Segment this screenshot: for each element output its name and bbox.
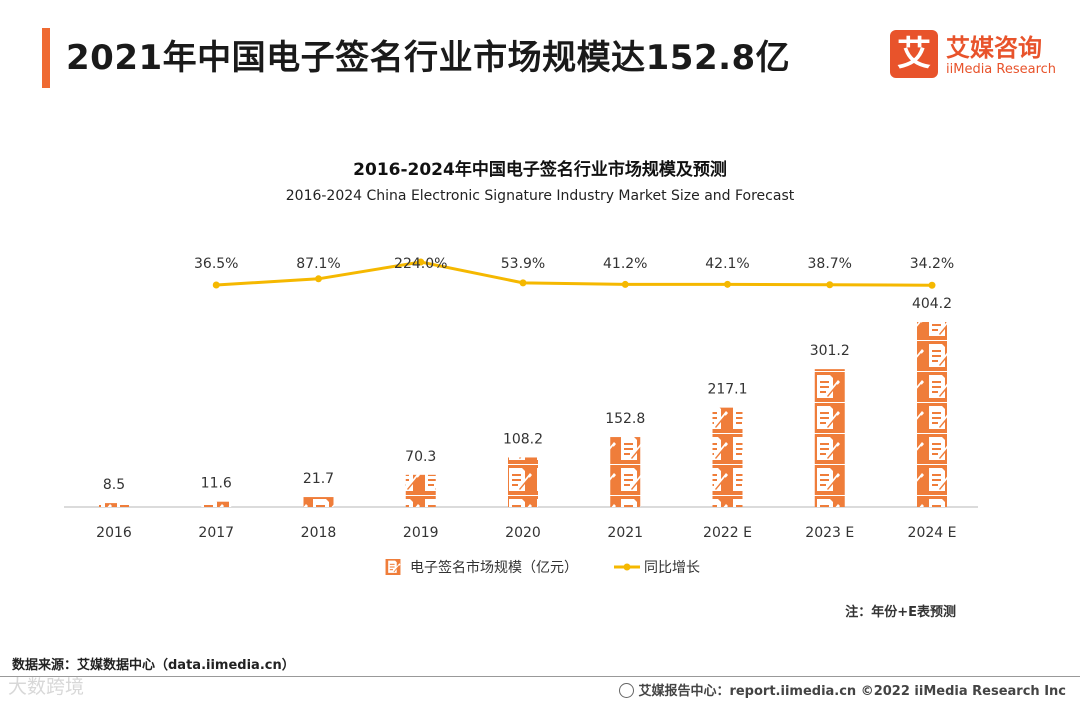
x-tick-label: 2016 [96,525,132,541]
growth-value-label: 36.5% [194,256,238,272]
legend-bar-swatch-icon [385,559,401,575]
growth-line [216,260,933,287]
growth-value-label: 34.2% [910,256,954,272]
growth-point [212,281,220,289]
growth-value-label: 87.1% [296,256,340,272]
growth-point [826,281,834,289]
x-tick-label: 2019 [403,525,439,541]
x-tick-label: 2018 [301,525,337,541]
logo-cn-text: 艾媒咨询 [946,34,1042,62]
bar-value-label: 301.2 [810,343,850,359]
bar-2023E [814,369,845,507]
bar-value-label: 108.2 [503,431,543,447]
footer-text: 艾媒报告中心：report.iimedia.cn ©2022 iiMedia R… [638,684,1066,699]
footer-credit: 艾媒报告中心：report.iimedia.cn ©2022 iiMedia R… [619,680,1066,699]
bar-value-label: 152.8 [605,411,645,427]
x-tick-label: 2021 [607,525,643,541]
bar-2021 [610,437,641,507]
growth-point [519,279,527,287]
data-source: 数据来源：艾媒数据中心（data.iimedia.cn） [12,658,295,673]
growth-value-label: 38.7% [808,256,852,272]
bar-value-label: 70.3 [405,449,436,465]
logo-mark-icon: 艾 [890,30,938,78]
bar-value-label: 21.7 [303,471,334,487]
legend-bar-label: 电子签名市场规模（亿元） [410,559,578,576]
growth-value-label: 41.2% [603,256,647,272]
bar-2018 [303,497,334,507]
legend-line-label: 同比增长 [644,560,700,576]
x-tick-label: 2024 E [908,525,957,541]
watermark-text: 大数跨境 [8,676,85,698]
x-tick-label: 2017 [198,525,234,541]
bar-value-label: 404.2 [912,296,952,312]
growth-point [417,258,425,266]
x-tick-label: 2020 [505,525,541,541]
globe-icon [619,683,635,698]
bar-2022E [712,407,743,507]
title-accent-bar [42,28,50,88]
legend-line-marker [623,563,631,571]
bar-2017 [201,501,232,507]
bar-value-label: 11.6 [201,476,232,492]
x-tick-label: 2022 E [703,525,752,541]
growth-value-label: 53.9% [501,256,545,272]
growth-point [724,280,731,288]
chart-subtitle: 2016-2024 China Electronic Signature Ind… [285,188,795,204]
growth-point [315,275,322,283]
bar-value-label: 8.5 [103,477,125,493]
chart-title: 2016-2024年中国电子签名行业市场规模及预测 [353,160,727,180]
page-title: 2021年中国电子签名行业市场规模达152.8亿 [66,38,791,78]
iimedia-logo: 艾 艾媒咨询 iiMedia Research [890,28,1070,82]
chart-note: 注：年份+E表预测 [845,605,956,620]
bar-2019 [405,474,436,507]
bar-value-label: 217.1 [707,382,747,398]
bar-2020 [508,457,538,507]
x-tick-label: 2023 E [805,525,854,541]
growth-point [928,281,936,289]
bar-2024E [917,322,947,507]
bar-2016 [99,503,129,507]
footer-divider [0,676,1080,677]
growth-point [621,280,629,288]
logo-en-text: iiMedia Research [946,62,1057,77]
growth-value-label: 224.0% [394,256,447,272]
growth-value-label: 42.1% [705,256,749,272]
